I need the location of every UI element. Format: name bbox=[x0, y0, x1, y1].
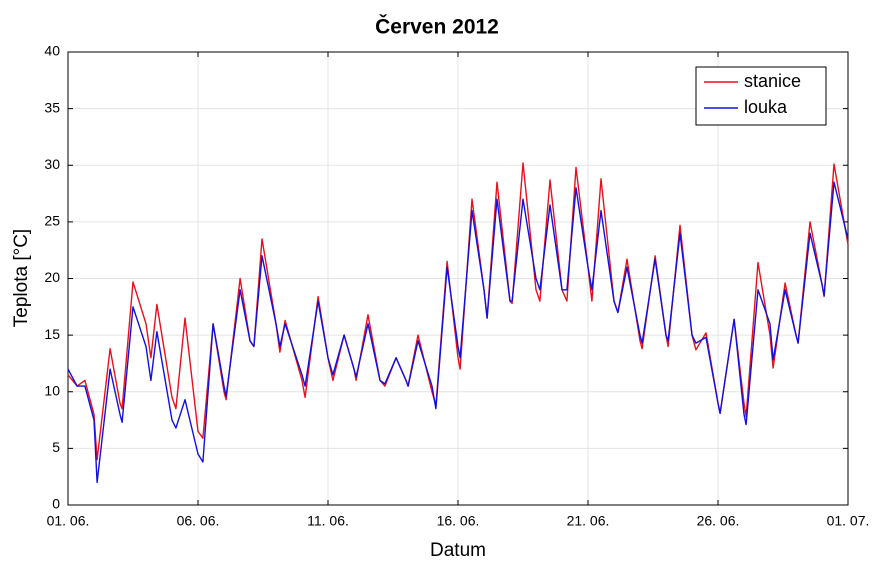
series-line bbox=[67, 181, 849, 484]
legend-label: stanice bbox=[744, 71, 801, 91]
y-tick-label: 30 bbox=[44, 156, 60, 172]
y-axis-label: Teplota [°C] bbox=[11, 229, 32, 327]
y-tick-label: 20 bbox=[44, 269, 60, 285]
y-tick-label: 25 bbox=[44, 213, 60, 229]
x-tick-label: 16. 06. bbox=[437, 513, 480, 529]
plot-frame bbox=[67, 51, 849, 506]
y-tick-label: 5 bbox=[52, 439, 60, 455]
y-tick-label: 15 bbox=[44, 326, 60, 342]
x-tick-label: 11. 06. bbox=[307, 513, 349, 529]
x-tick-label: 01. 06. bbox=[47, 513, 90, 529]
y-tick-label: 10 bbox=[44, 382, 60, 398]
y-tick-label: 40 bbox=[44, 43, 60, 59]
x-axis-label: Datum bbox=[430, 540, 486, 561]
x-tick-label: 26. 06. bbox=[697, 513, 740, 529]
y-tick-label: 35 bbox=[44, 99, 60, 115]
x-tick-label: 01. 07. bbox=[827, 513, 870, 529]
legend-box bbox=[695, 66, 827, 126]
x-tick-label: 06. 06. bbox=[177, 513, 220, 529]
y-tick-label: 0 bbox=[52, 496, 60, 512]
x-tick-label: 21. 06. bbox=[567, 513, 610, 529]
chart-title: Červen 2012 bbox=[375, 15, 499, 39]
legend-label: louka bbox=[744, 97, 788, 117]
